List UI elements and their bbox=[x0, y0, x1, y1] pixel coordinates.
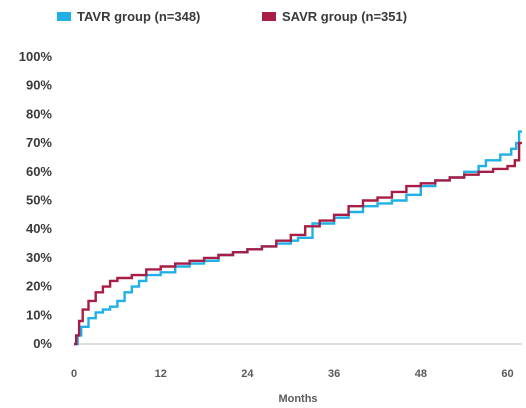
series-line-savr bbox=[74, 141, 522, 346]
legend: TAVR group (n=348) SAVR group (n=351) bbox=[57, 9, 407, 24]
y-tick-label: 80% bbox=[26, 106, 52, 121]
x-tick-label: 60 bbox=[501, 368, 513, 380]
y-axis-ticks: 0% 10% 20% 30% 40% 50% 60% 70% 80% 90% 100% bbox=[19, 49, 53, 351]
y-tick-label: 0% bbox=[33, 336, 52, 351]
y-tick-label: 40% bbox=[26, 221, 52, 236]
legend-label-savr: SAVR group (n=351) bbox=[282, 9, 407, 24]
y-tick-label: 50% bbox=[26, 193, 52, 208]
x-tick-label: 36 bbox=[328, 368, 340, 380]
series-line-tavr bbox=[74, 130, 522, 346]
y-tick-label: 60% bbox=[26, 164, 52, 179]
legend-swatch-savr bbox=[262, 12, 276, 21]
y-tick-label: 70% bbox=[26, 135, 52, 150]
y-tick-label: 90% bbox=[26, 78, 52, 93]
y-tick-label: 30% bbox=[26, 250, 52, 265]
x-tick-label: 24 bbox=[241, 368, 254, 380]
series-lines bbox=[74, 130, 522, 346]
y-tick-label: 100% bbox=[19, 49, 53, 64]
legend-label-tavr: TAVR group (n=348) bbox=[77, 9, 200, 24]
x-axis-ticks: 0 12 24 36 48 60 bbox=[71, 368, 514, 380]
legend-swatch-tavr bbox=[57, 12, 71, 21]
x-tick-label: 12 bbox=[155, 368, 167, 380]
y-tick-label: 20% bbox=[26, 279, 52, 294]
x-tick-label: 0 bbox=[71, 368, 77, 380]
x-axis-title: Months bbox=[278, 393, 317, 405]
x-tick-label: 48 bbox=[415, 368, 427, 380]
y-tick-label: 10% bbox=[26, 307, 52, 322]
